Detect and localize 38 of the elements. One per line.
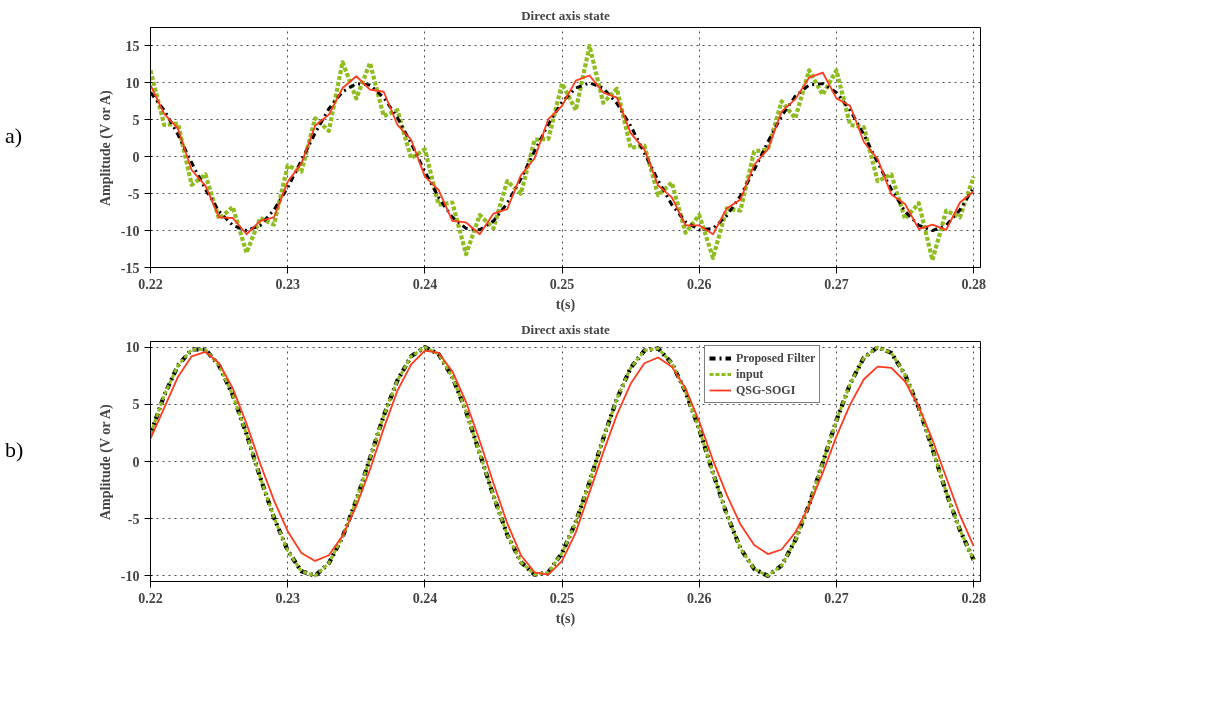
y-tick-label: 10 bbox=[125, 75, 140, 91]
legend-label: Proposed Filter bbox=[736, 350, 816, 366]
x-axis-title: t(s) bbox=[555, 296, 576, 313]
y-axis-title: Amplitude (V or A) bbox=[97, 89, 114, 207]
y-tick-label: -5 bbox=[127, 511, 140, 527]
y-tick-label: 0 bbox=[132, 454, 140, 470]
y-axis-title: Amplitude (V or A) bbox=[97, 403, 114, 521]
x-tick-label: 0.24 bbox=[412, 590, 438, 606]
legend-label: QSG-SOGI bbox=[736, 382, 796, 398]
line-series bbox=[150, 43, 976, 263]
x-tick-label: 0.23 bbox=[275, 590, 300, 606]
x-tick-label: 0.23 bbox=[275, 276, 300, 292]
y-tick-label: 15 bbox=[125, 38, 140, 54]
x-tick-label: 0.25 bbox=[549, 276, 575, 292]
text: a) bbox=[5, 122, 23, 150]
legend-label: input bbox=[736, 366, 764, 382]
y-tick-label: 5 bbox=[132, 112, 140, 128]
y-tick-label: 5 bbox=[132, 397, 140, 413]
y-tick-label: -15 bbox=[120, 260, 140, 276]
x-tick-label: 0.28 bbox=[961, 276, 986, 292]
x-tick-label: 0.26 bbox=[687, 276, 712, 292]
x-tick-label: 0.26 bbox=[687, 590, 712, 606]
chart-title: Direct axis state bbox=[521, 321, 611, 337]
y-tick-label: -5 bbox=[127, 186, 140, 202]
x-tick-label: 0.27 bbox=[824, 590, 849, 606]
x-tick-label: 0.25 bbox=[549, 590, 575, 606]
text: b) bbox=[5, 436, 24, 464]
y-tick-label: -10 bbox=[120, 568, 140, 584]
x-tick-label: 0.22 bbox=[138, 590, 163, 606]
y-tick-label: -10 bbox=[120, 223, 140, 239]
y-tick-label: 10 bbox=[125, 340, 140, 356]
x-tick-label: 0.28 bbox=[961, 590, 986, 606]
x-tick-label: 0.22 bbox=[138, 276, 163, 292]
x-axis-title: t(s) bbox=[555, 610, 576, 627]
chart-title: Direct axis state bbox=[521, 7, 611, 23]
y-tick-label: 0 bbox=[132, 149, 140, 165]
x-tick-label: 0.24 bbox=[412, 276, 438, 292]
x-tick-label: 0.27 bbox=[824, 276, 849, 292]
